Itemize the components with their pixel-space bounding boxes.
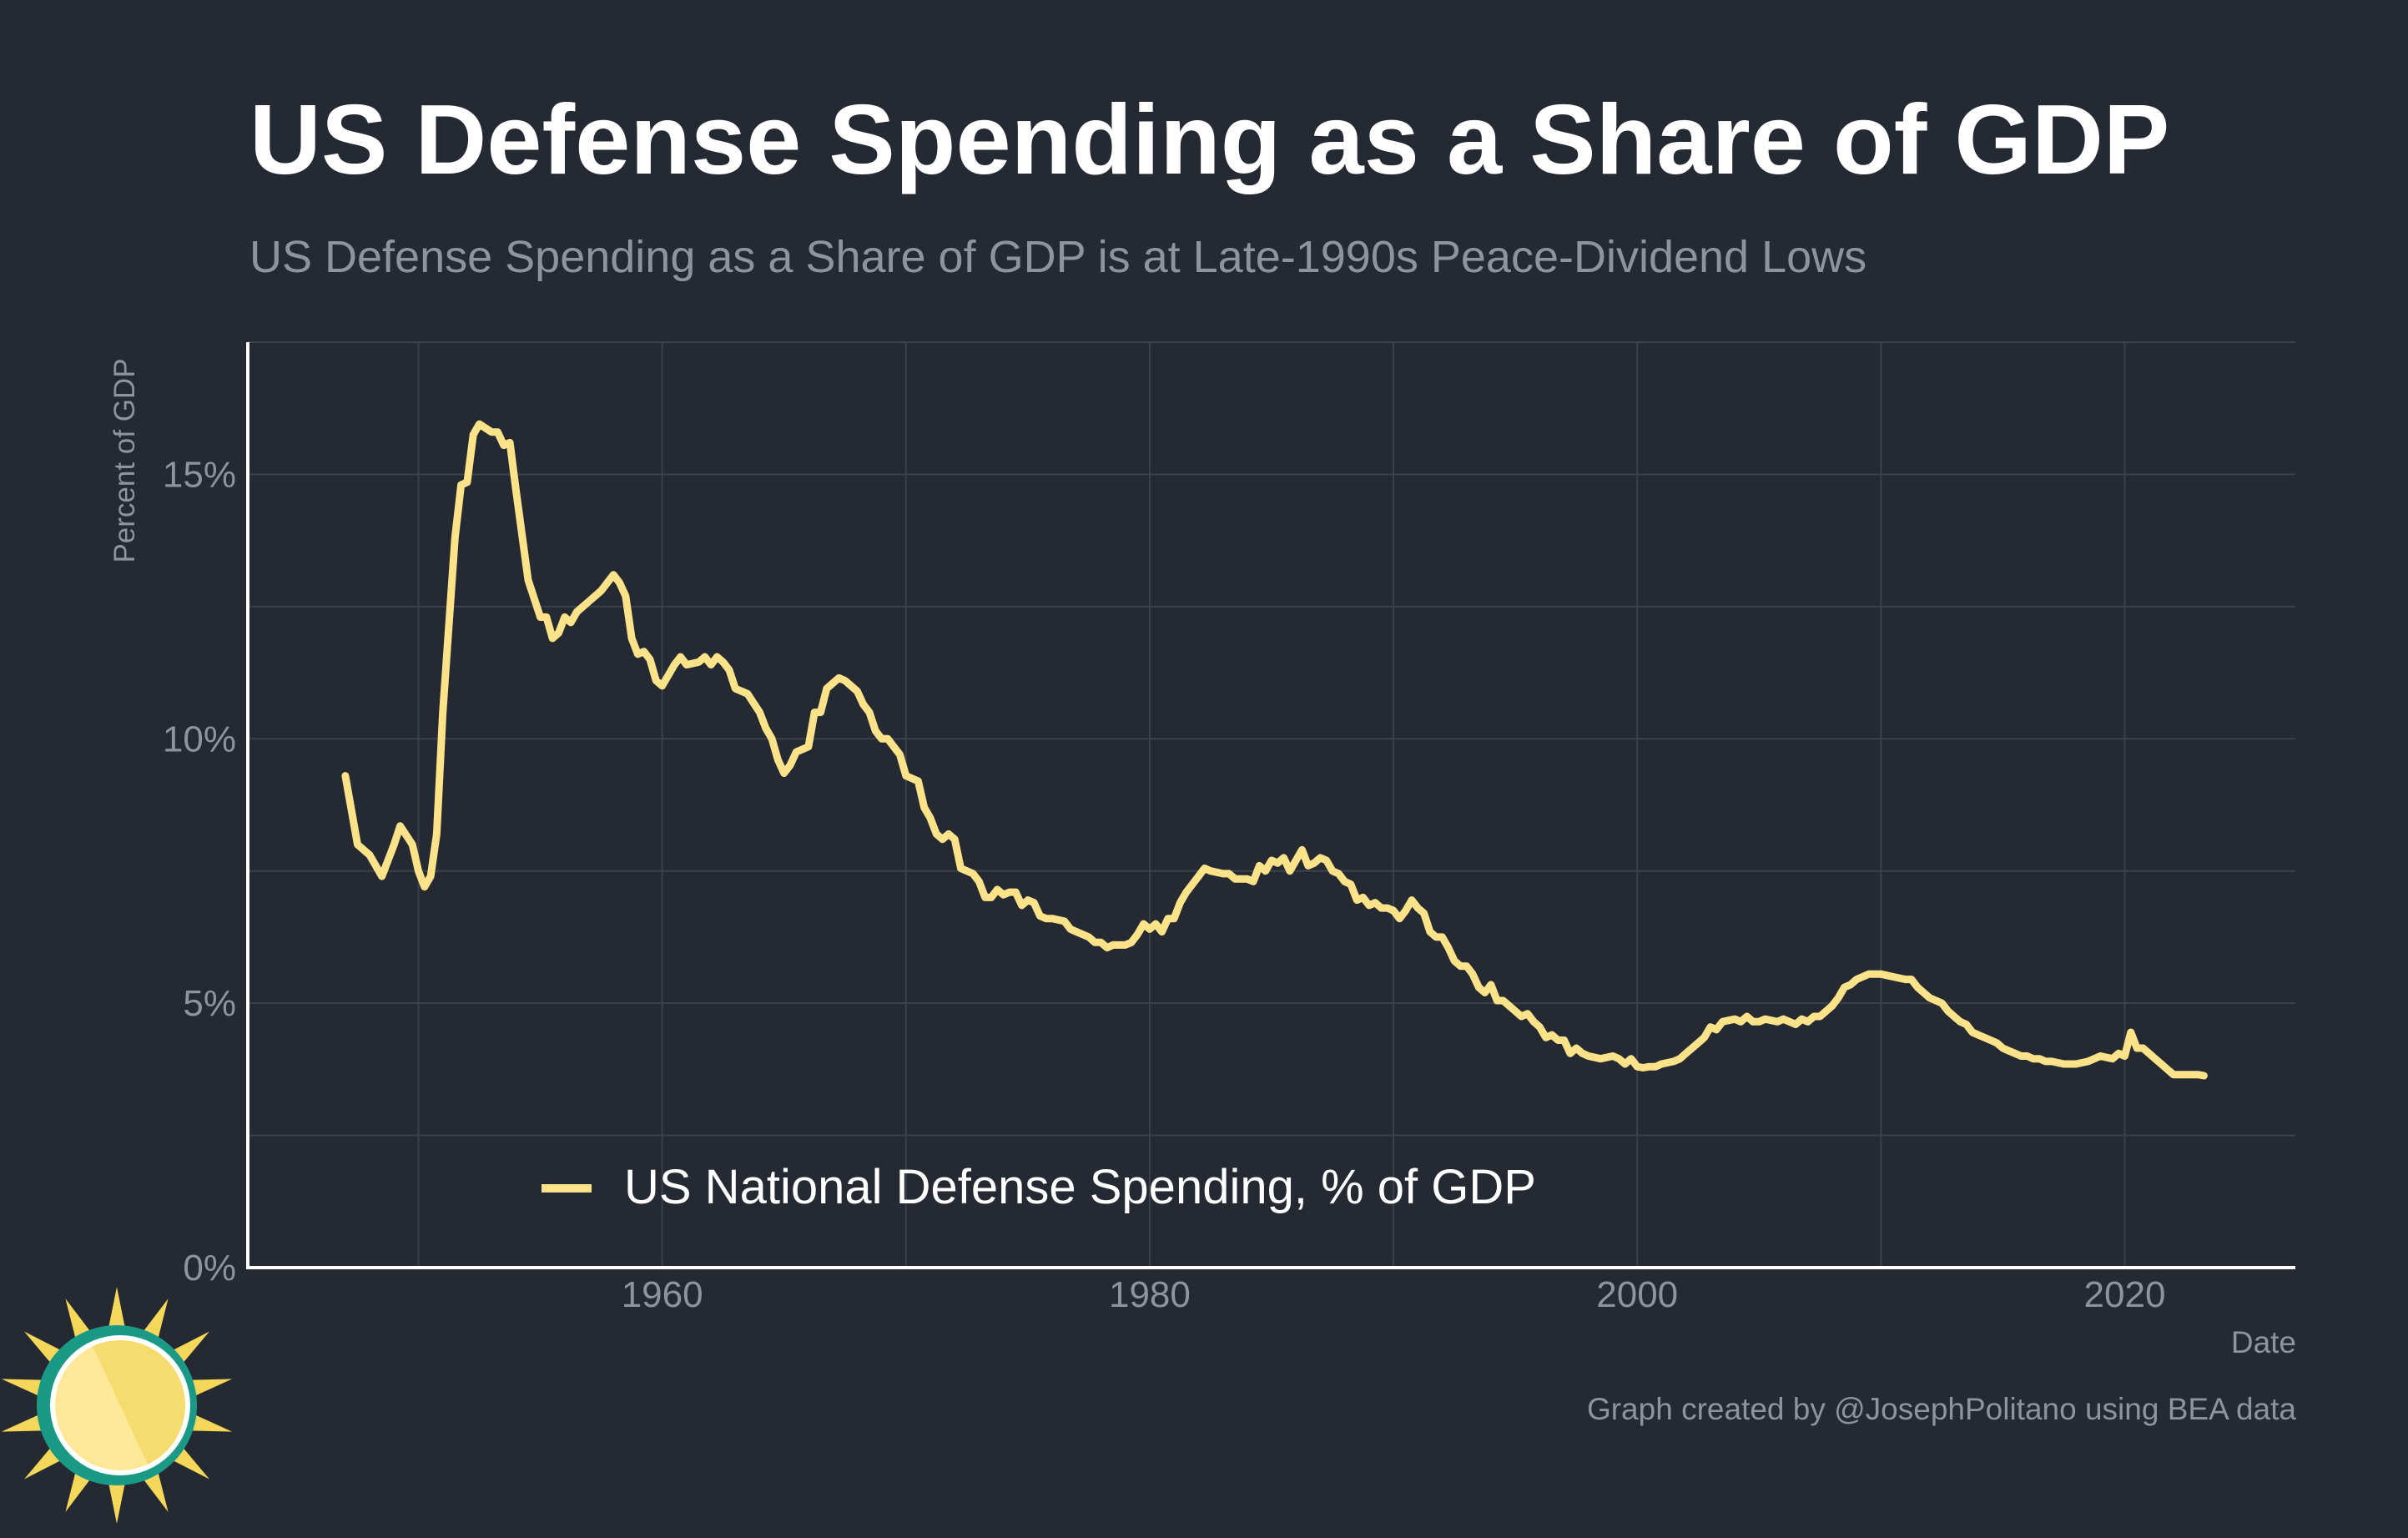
legend-label: US National Defense Spending, % of GDP [624,1160,1536,1214]
x-tick-label: 2020 [2084,1274,2166,1315]
y-tick-label: 0% [183,1248,236,1288]
x-tick-label: 1960 [622,1274,703,1315]
series-line [341,420,2208,1080]
chart-title: US Defense Spending as a Share of GDP [249,84,2170,195]
x-tick-label: 1980 [1109,1274,1191,1315]
y-tick-label: 5% [183,983,236,1024]
x-axis-label: Date [2230,1325,2296,1359]
source-caption: Graph created by @JosephPolitano using B… [1586,1392,2296,1426]
y-tick-label: 10% [163,719,236,759]
chart-subtitle: US Defense Spending as a Share of GDP is… [249,232,1867,282]
y-tick-label: 15% [163,454,236,495]
x-tick-label: 2000 [1596,1274,1678,1315]
